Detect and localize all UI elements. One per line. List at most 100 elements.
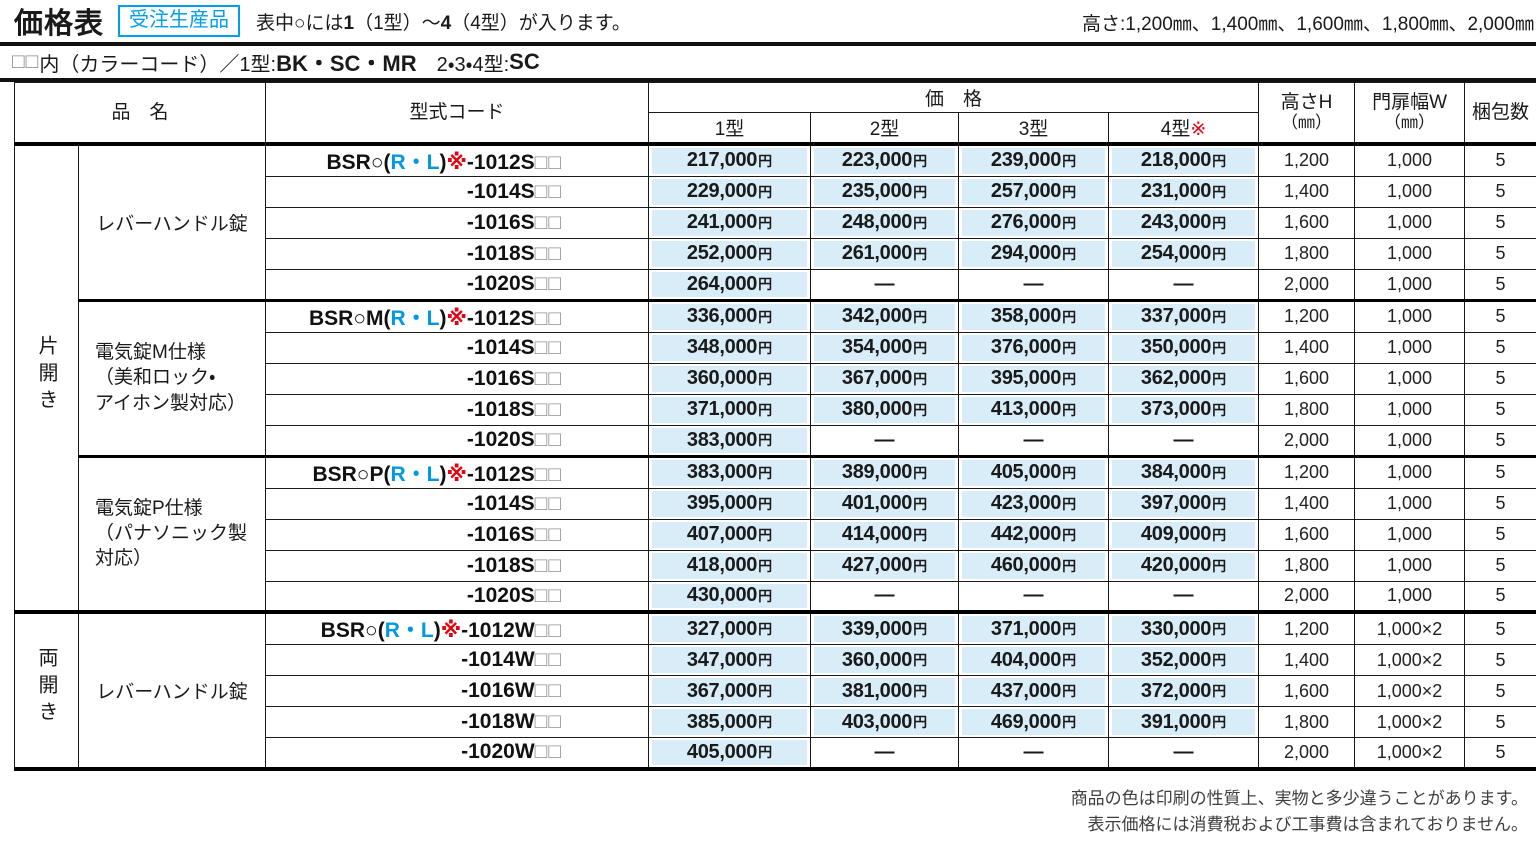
yen-suffix: 円 [1212, 621, 1227, 637]
price-cell: 383,000 円 [648, 454, 812, 489]
price-box: 413,000 円 [962, 396, 1106, 423]
model-code-cell: -1016S□□ [265, 362, 650, 395]
price-box: 430,000 円 [652, 583, 808, 608]
price-value: 460,000 [990, 554, 1062, 576]
yen-suffix: 円 [1062, 152, 1077, 169]
text-segment: ※ [446, 462, 467, 486]
price-box: 231,000 円 [1112, 178, 1256, 205]
price-value: 218,000 [1140, 149, 1212, 171]
text-segment: □□ [534, 179, 563, 203]
pack-count-cell: 5 [1464, 610, 1536, 645]
table-row: -1014S□□ 348,000 円 354,000 円 376,000 円 350,000 円… [15, 331, 1536, 364]
height-cell: 1,600 [1258, 675, 1356, 707]
price-cell: 469,000 円 [958, 706, 1110, 738]
pack-count-cell: 5 [1464, 141, 1536, 177]
model-code-cell: -1014S□□ [265, 487, 650, 520]
height-cell: 1,800 [1258, 706, 1356, 738]
yen-suffix: 円 [758, 308, 773, 325]
price-value: 401,000 [841, 492, 913, 514]
model-code-cell: -1016W□□ [265, 675, 650, 707]
table-row: -1020W□□ 405,000 円 — — —2,000 1,000×2 5 [15, 737, 1536, 769]
price-cell: 427,000 円 [810, 549, 960, 582]
price-box: 385,000 円 [652, 709, 808, 735]
price-dash-cell: — [1108, 424, 1260, 457]
text-segment: □□ [12, 50, 40, 73]
table-row: -1020S□□ 383,000 円 — — —2,000 1,000 5 [15, 424, 1536, 457]
price-value: 405,000 [686, 740, 758, 763]
price-value: 395,000 [990, 367, 1062, 389]
price-box: 360,000 円 [814, 647, 956, 673]
price-box: 404,000 円 [962, 647, 1106, 673]
price-value: 360,000 [686, 367, 758, 389]
model-code-cell: -1018S□□ [265, 393, 650, 426]
yen-suffix: 円 [1062, 308, 1077, 325]
model-code-cell: BSR○(R・L)※-1012W□□ [265, 610, 650, 645]
price-cell: 413,000 円 [958, 393, 1110, 426]
text-segment: 内（カラーコード）／1型: [39, 53, 277, 76]
price-box: 397,000 円 [1112, 490, 1256, 517]
table-row: -1014W□□ 347,000 円 360,000 円 404,000 円 352,000 円… [15, 644, 1536, 676]
price-cell: 294,000 円 [958, 237, 1110, 270]
pack-count-cell: 5 [1464, 331, 1536, 364]
product-name-cell: レバーハンドル錠 [77, 610, 267, 769]
pack-count-cell: 5 [1464, 580, 1536, 613]
yen-suffix: 円 [913, 464, 928, 481]
product-name-line: 電気錠M仕様 [95, 342, 206, 364]
price-value: 383,000 [686, 461, 758, 483]
text-segment: □□ [534, 740, 563, 764]
width-cell: 1,000×2 [1354, 675, 1466, 707]
text-segment: □□ [534, 428, 563, 451]
footer-note-line: 表示価格には消費税および工事費は含まれておりません。 [1087, 814, 1528, 834]
yen-suffix: 円 [1212, 152, 1227, 169]
price-value: 252,000 [686, 242, 758, 264]
yen-suffix: 円 [758, 621, 773, 637]
text-segment: -1016S [466, 522, 535, 546]
price-box: 437,000 円 [962, 678, 1106, 704]
price-cell: 371,000 円 [648, 393, 812, 426]
col-header-price: 価 格 [648, 82, 1260, 113]
model-code-cell: -1016S□□ [265, 518, 650, 551]
price-box: 241,000 円 [652, 209, 808, 236]
text-segment: ) [439, 462, 447, 486]
yen-suffix: 円 [758, 683, 773, 699]
text-segment: -1014S [466, 491, 535, 515]
price-value: 327,000 [686, 617, 758, 640]
text-segment: R・L [390, 462, 440, 486]
price-value: 437,000 [990, 679, 1062, 702]
price-value: 469,000 [990, 710, 1062, 733]
price-value: 358,000 [990, 305, 1062, 327]
price-value: 241,000 [686, 211, 758, 233]
text-segment: BSR○( [326, 150, 391, 174]
text-segment: -1012S [466, 462, 535, 486]
price-cell: 276,000 円 [958, 206, 1110, 239]
yen-suffix: 円 [758, 495, 773, 512]
type-note: 表中○には1（1型）～4（4型）が入ります。 [256, 8, 631, 35]
yen-suffix: 円 [913, 557, 928, 574]
yen-suffix: 円 [758, 370, 773, 387]
price-cell: 248,000 円 [810, 206, 960, 239]
price-box: 294,000 円 [962, 240, 1106, 267]
price-value: 442,000 [990, 523, 1062, 545]
yen-suffix: 円 [758, 183, 773, 200]
price-value: 347,000 [686, 648, 758, 671]
text-segment: -1014W [461, 648, 535, 671]
page-title: 価格表 [14, 8, 105, 40]
orientation-label: 片開き [35, 334, 57, 416]
text-segment: 2・3・4型: [416, 53, 510, 76]
price-box: 348,000 円 [652, 334, 808, 361]
price-value: 350,000 [1140, 336, 1212, 358]
price-cell: 360,000 円 [648, 362, 812, 395]
yen-suffix: 円 [1062, 339, 1077, 356]
price-cell: 397,000 円 [1108, 487, 1260, 520]
price-box: 405,000 円 [652, 740, 808, 765]
price-box: 336,000 円 [652, 303, 808, 330]
text-segment: BSR○M( [308, 306, 391, 330]
price-value: 420,000 [1140, 554, 1212, 576]
price-value: 330,000 [1140, 617, 1212, 640]
price-value: 409,000 [1140, 523, 1212, 545]
price-cell: 381,000 円 [810, 675, 960, 707]
price-cell: 395,000 円 [958, 362, 1110, 395]
text-segment: -1020W [461, 740, 535, 764]
yen-suffix: 円 [913, 652, 928, 668]
price-cell: 395,000 円 [648, 487, 812, 520]
